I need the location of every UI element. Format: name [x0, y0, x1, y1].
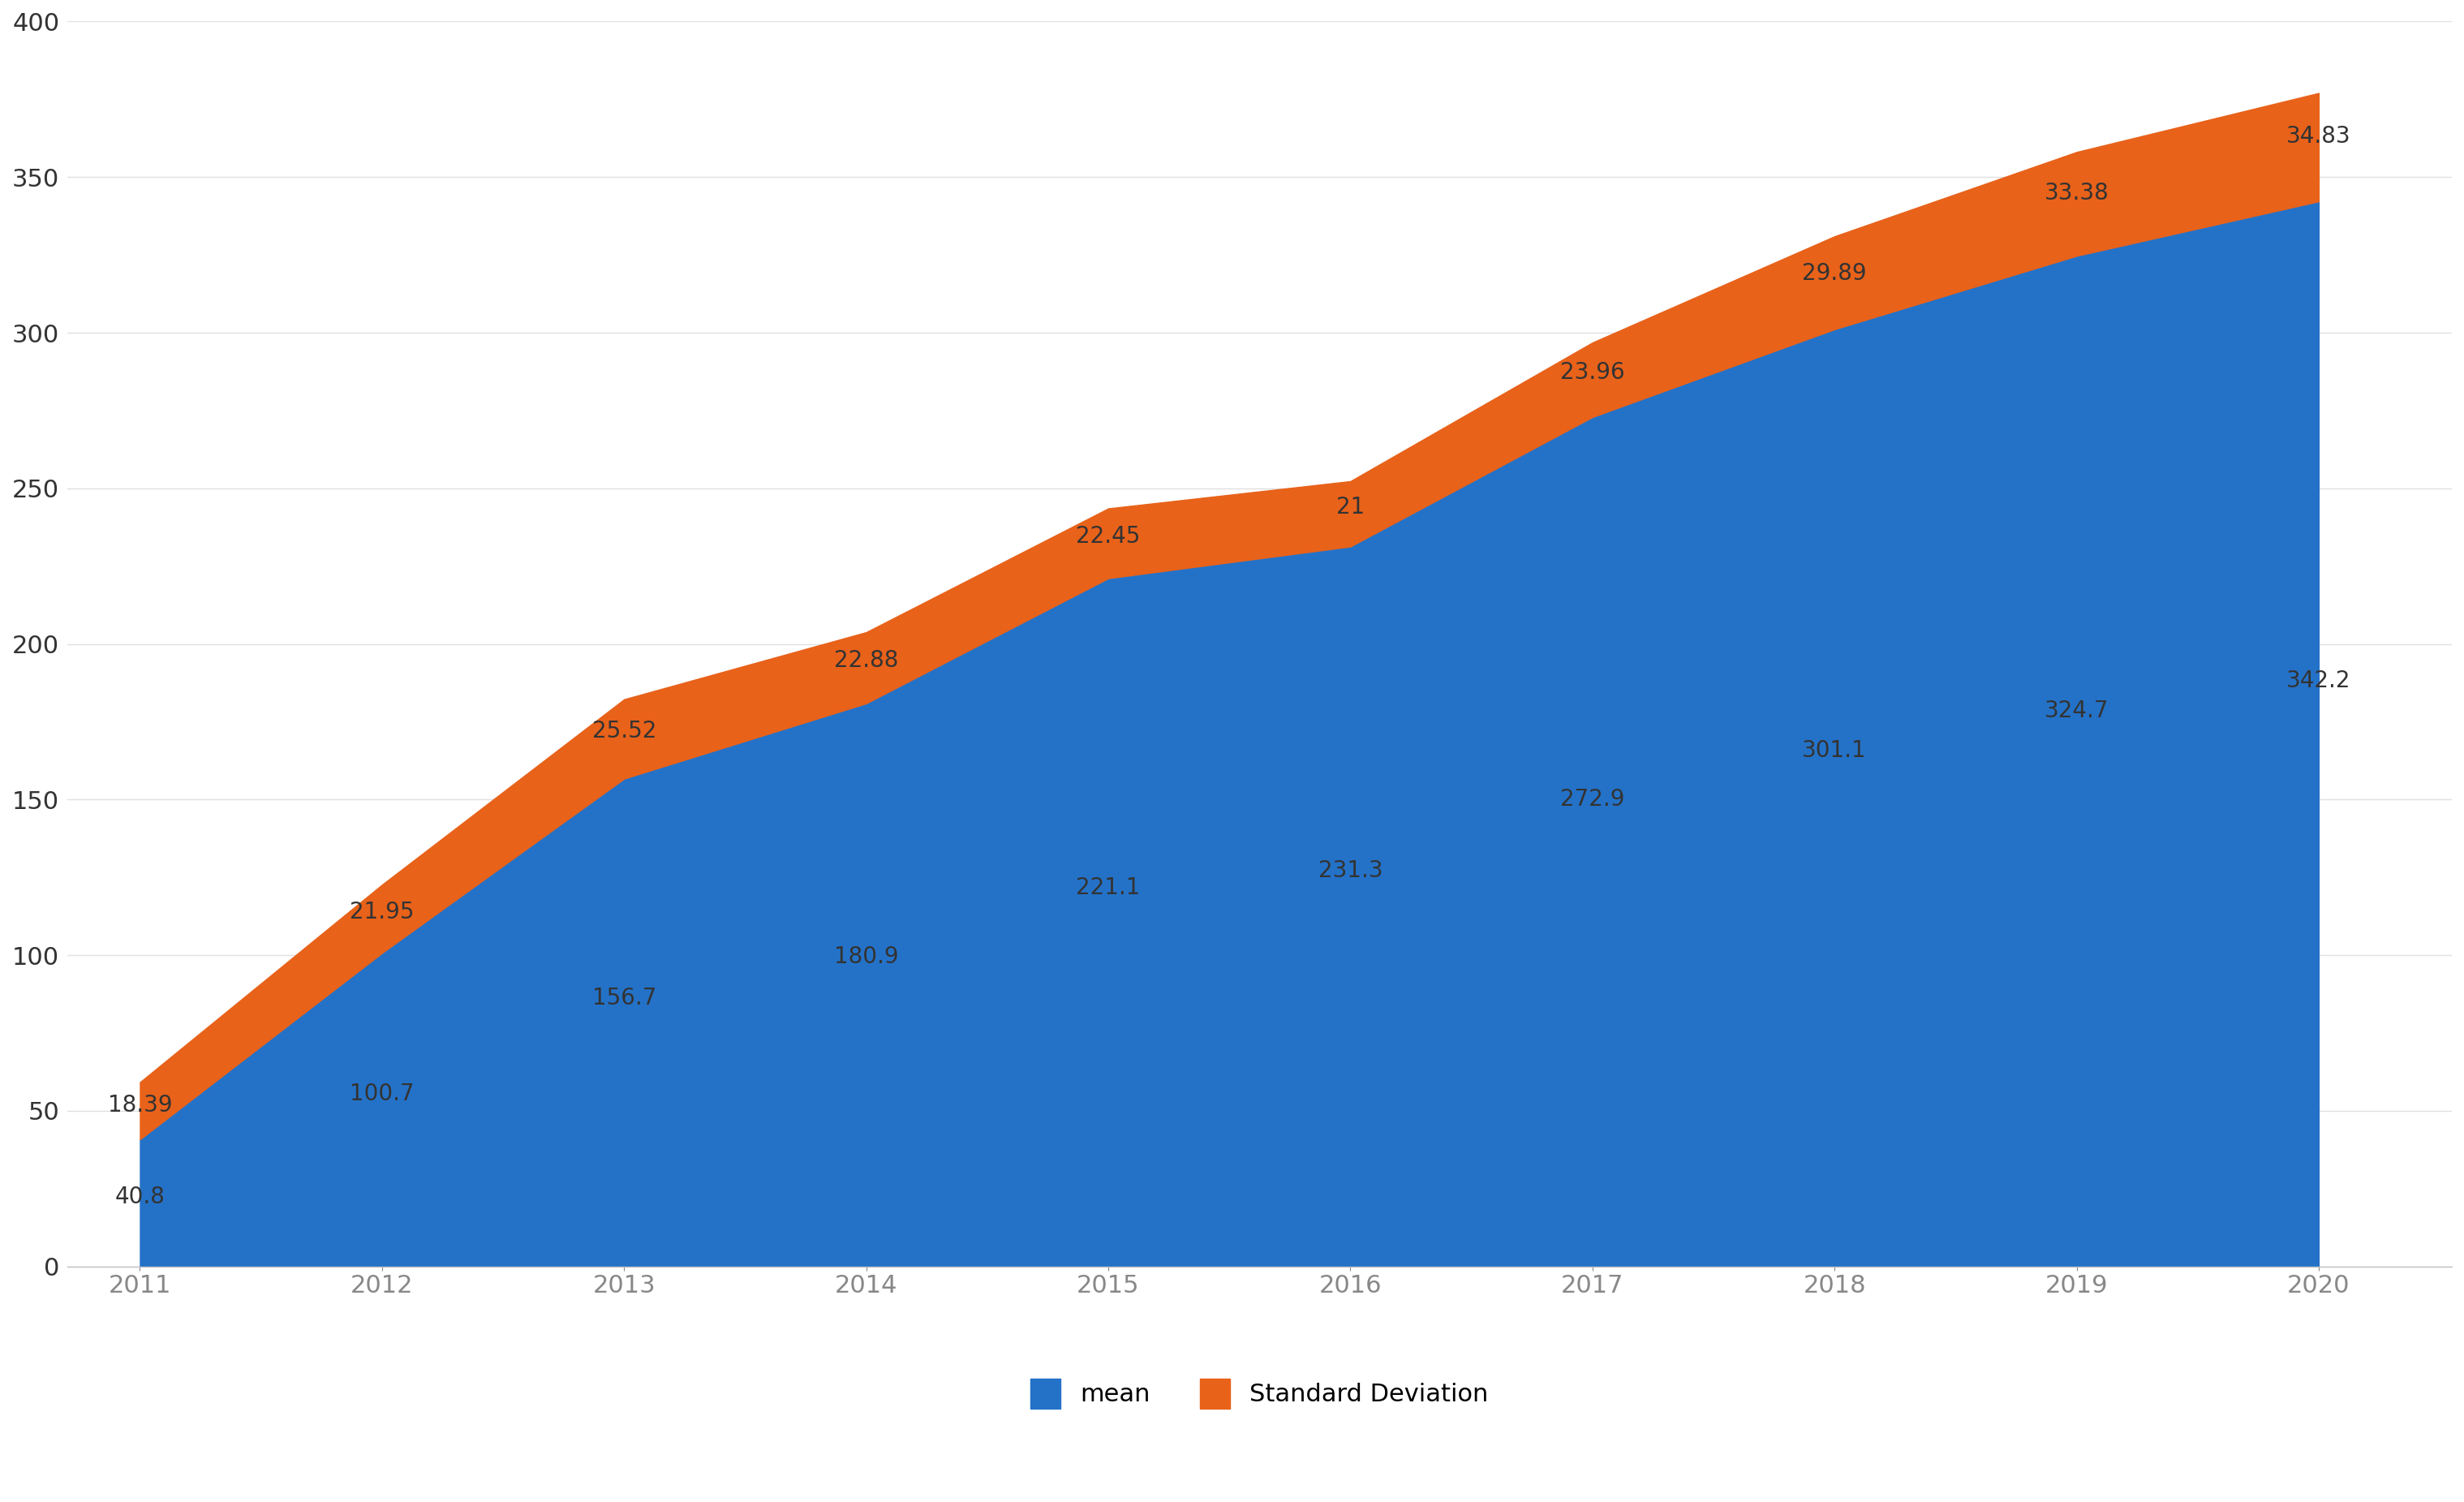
Text: 272.9: 272.9	[1560, 789, 1624, 811]
Text: 324.7: 324.7	[2045, 700, 2109, 722]
Text: 29.89: 29.89	[1801, 263, 1868, 285]
Text: 25.52: 25.52	[591, 719, 655, 742]
Text: 21: 21	[1335, 496, 1365, 518]
Text: 100.7: 100.7	[350, 1083, 414, 1105]
Text: 34.83: 34.83	[2287, 125, 2351, 147]
Text: 23.96: 23.96	[1560, 360, 1624, 383]
Text: 33.38: 33.38	[2045, 182, 2109, 204]
Legend: mean, Standard Deviation: mean, Standard Deviation	[1018, 1365, 1501, 1421]
Text: 22.45: 22.45	[1077, 526, 1141, 548]
Text: 231.3: 231.3	[1318, 859, 1382, 882]
Text: 221.1: 221.1	[1077, 877, 1141, 900]
Text: 21.95: 21.95	[350, 901, 414, 924]
Text: 22.88: 22.88	[833, 649, 899, 671]
Text: 18.39: 18.39	[108, 1093, 172, 1116]
Text: 40.8: 40.8	[116, 1185, 165, 1208]
Text: 342.2: 342.2	[2287, 670, 2351, 692]
Text: 301.1: 301.1	[1801, 739, 1868, 763]
Text: 156.7: 156.7	[591, 987, 655, 1009]
Text: 180.9: 180.9	[833, 945, 899, 969]
